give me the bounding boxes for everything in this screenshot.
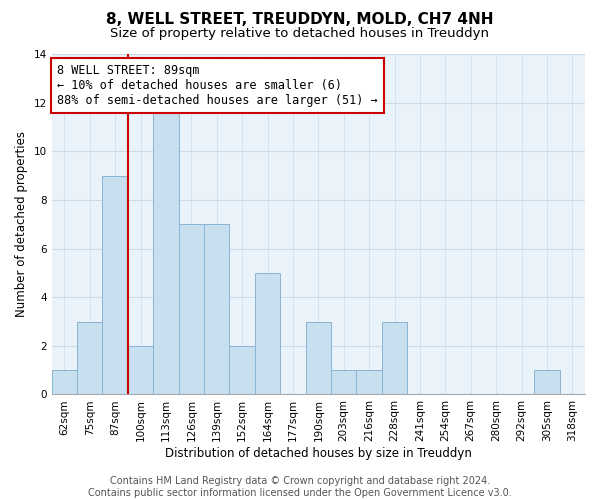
Text: 8 WELL STREET: 89sqm
← 10% of detached houses are smaller (6)
88% of semi-detach: 8 WELL STREET: 89sqm ← 10% of detached h… xyxy=(57,64,377,107)
Y-axis label: Number of detached properties: Number of detached properties xyxy=(15,131,28,317)
X-axis label: Distribution of detached houses by size in Treuddyn: Distribution of detached houses by size … xyxy=(165,447,472,460)
Bar xyxy=(77,322,103,394)
Bar xyxy=(305,322,331,394)
Bar xyxy=(382,322,407,394)
Text: Size of property relative to detached houses in Treuddyn: Size of property relative to detached ho… xyxy=(110,28,490,40)
Bar xyxy=(331,370,356,394)
Text: Contains HM Land Registry data © Crown copyright and database right 2024.
Contai: Contains HM Land Registry data © Crown c… xyxy=(88,476,512,498)
Bar xyxy=(229,346,255,395)
Bar xyxy=(179,224,204,394)
Bar xyxy=(52,370,77,394)
Bar xyxy=(356,370,382,394)
Bar xyxy=(153,102,179,395)
Bar xyxy=(204,224,229,394)
Bar xyxy=(103,176,128,394)
Text: 8, WELL STREET, TREUDDYN, MOLD, CH7 4NH: 8, WELL STREET, TREUDDYN, MOLD, CH7 4NH xyxy=(106,12,494,28)
Bar xyxy=(534,370,560,394)
Bar xyxy=(255,273,280,394)
Bar xyxy=(128,346,153,395)
